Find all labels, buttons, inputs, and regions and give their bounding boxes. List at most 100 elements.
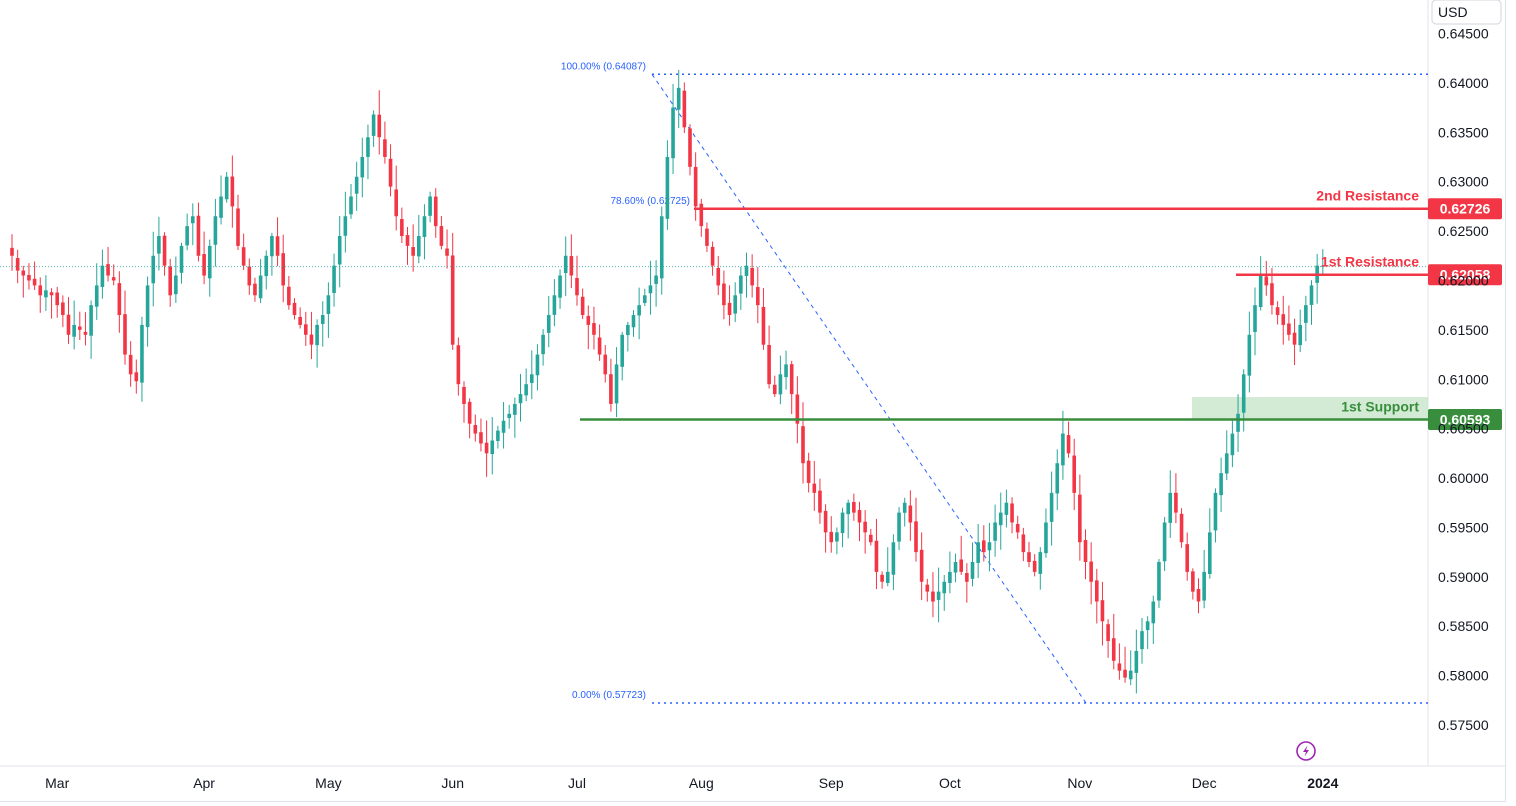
candle <box>767 325 771 389</box>
candle-body <box>744 265 749 276</box>
candle <box>1095 568 1099 624</box>
candle <box>846 499 850 539</box>
candle <box>507 404 511 429</box>
level-2[interactable]: 1st Resistance 0.62058 <box>1236 254 1502 286</box>
candle-body <box>1021 534 1026 553</box>
candle-body <box>202 254 206 276</box>
candles <box>0 70 1428 694</box>
currency-box[interactable] <box>1431 0 1502 25</box>
candle <box>123 290 127 365</box>
price-tick-label: 0.62500 <box>1438 223 1489 239</box>
candle <box>38 277 43 313</box>
candle-body <box>332 265 336 293</box>
candle-body <box>1292 332 1297 345</box>
currency-selector[interactable]: USD <box>1431 0 1502 25</box>
candle-body <box>405 235 410 246</box>
candle <box>473 414 478 442</box>
candle <box>603 344 608 383</box>
candle <box>801 402 805 484</box>
candle-body <box>733 295 737 314</box>
candle <box>236 194 240 250</box>
candle <box>535 344 540 391</box>
candle-body <box>789 364 794 395</box>
candle-body <box>1123 669 1127 678</box>
candle <box>710 241 715 276</box>
candle <box>1168 470 1173 538</box>
candle-body <box>1304 305 1308 323</box>
candle-body <box>750 267 754 286</box>
candle <box>496 425 500 449</box>
candle <box>1061 410 1065 480</box>
candle-body <box>1264 276 1269 286</box>
candle-body <box>185 226 189 246</box>
candle-body <box>558 275 562 298</box>
candle <box>1140 617 1144 664</box>
candle-body <box>1027 552 1031 563</box>
candle-body <box>1321 265 1325 267</box>
candle-body <box>490 440 495 455</box>
candle-body <box>371 114 376 136</box>
candle-body <box>914 521 918 553</box>
candle <box>467 398 472 439</box>
candle <box>852 493 856 521</box>
candle <box>1304 295 1308 342</box>
candle-body <box>869 534 873 543</box>
candle <box>247 258 252 295</box>
candle <box>998 492 1003 550</box>
candle <box>727 285 732 326</box>
candle <box>592 306 596 350</box>
candle-body <box>417 236 421 257</box>
level-lines[interactable]: 2nd Resistance 0.62726 1st Resistance 0.620… <box>580 188 1502 430</box>
candle <box>784 350 788 390</box>
candle <box>490 416 495 475</box>
candle-body <box>1010 503 1014 523</box>
candle <box>1321 249 1325 275</box>
candle <box>880 571 884 589</box>
candle <box>614 347 619 418</box>
candle-body <box>1162 522 1167 562</box>
candle <box>1044 508 1048 558</box>
candle <box>722 270 726 320</box>
candle-body <box>270 236 274 257</box>
candle <box>78 311 82 341</box>
candle-body <box>835 532 839 542</box>
candle-body <box>10 247 14 256</box>
candle-body <box>948 571 952 583</box>
lightning-icon[interactable] <box>1296 741 1316 761</box>
candle <box>320 301 325 347</box>
time-axis[interactable]: Mar Apr May Jun Jul Aug Sep Oct Nov Dec 2024 <box>45 775 1338 791</box>
time-tick-label: Nov <box>1067 775 1092 791</box>
level-3[interactable]: 1st Support 0.60593 <box>580 398 1502 430</box>
candle-body <box>857 509 862 523</box>
candle-body <box>445 248 449 256</box>
price-axis[interactable]: 0.57500 0.58000 0.58500 0.59000 0.59500 0.600… <box>1438 26 1489 734</box>
candle-body <box>1117 663 1122 671</box>
candle-body <box>925 584 930 592</box>
candle <box>1066 421 1071 458</box>
candle-body <box>21 270 26 276</box>
candle <box>970 542 975 587</box>
candle <box>326 282 331 338</box>
candle <box>919 532 924 601</box>
time-tick-label: Mar <box>45 775 69 791</box>
candle <box>1247 311 1252 393</box>
candle-body <box>128 354 133 375</box>
price-tick-label: 0.64500 <box>1438 26 1489 42</box>
candle <box>993 504 997 557</box>
candle <box>371 110 376 147</box>
candle-body <box>976 542 980 563</box>
candle <box>874 518 879 590</box>
candle <box>1208 508 1212 579</box>
candle-body <box>168 266 172 296</box>
candle <box>1021 527 1026 562</box>
candle-body <box>1055 463 1060 494</box>
candle <box>688 124 692 176</box>
level-price-tag-text: 0.62058 <box>1440 267 1491 283</box>
candle-body <box>394 189 398 217</box>
candle <box>959 535 963 575</box>
candle-body <box>1247 334 1252 376</box>
level-1[interactable]: 2nd Resistance 0.62726 <box>694 188 1502 220</box>
candle-body <box>484 442 489 454</box>
candle <box>354 161 359 211</box>
